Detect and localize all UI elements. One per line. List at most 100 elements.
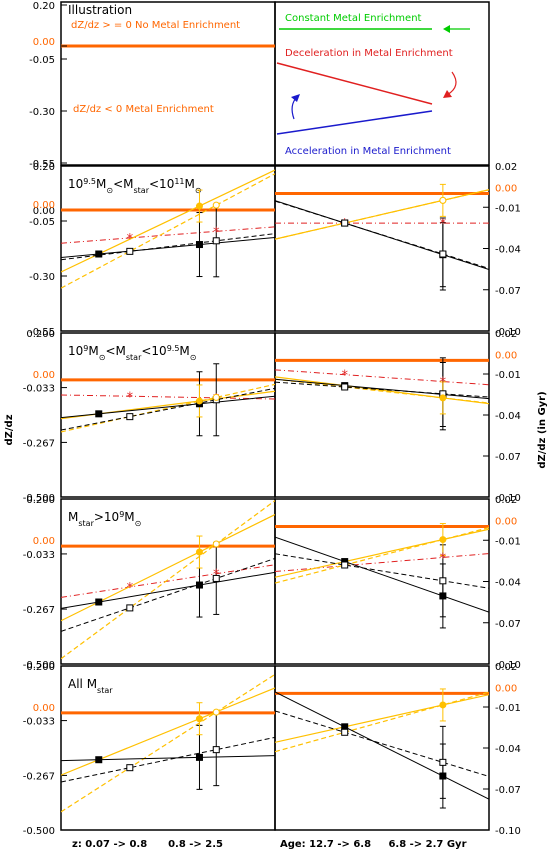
gold-open-point [212, 393, 220, 401]
y-tick-label: 0.02 [495, 329, 517, 340]
y-tick-label: -0.01 [495, 203, 521, 214]
y-tick-label: -0.033 [23, 550, 55, 561]
right-frame [274, 498, 490, 665]
y-tick-label: -0.04 [495, 578, 521, 589]
black-fit-dashed-line [275, 381, 489, 398]
red-fit-line [275, 369, 489, 386]
black-fit-dashed-line [275, 710, 489, 777]
zero-label-right: 0.00 [495, 517, 517, 528]
filled-square-point [95, 756, 103, 764]
gold-fit-dashed-line [275, 189, 489, 240]
illustration-note-negative: dZ/dz < 0 Metal Enrichment [73, 104, 214, 115]
y-tick-label: -0.267 [23, 771, 55, 782]
open-square-point [439, 577, 447, 585]
y-tick-label: -0.01 [495, 703, 521, 714]
gold-fit-line [275, 376, 489, 405]
plot-area [61, 673, 275, 813]
y-tick-label: -0.04 [495, 411, 521, 422]
filled-square-point [95, 598, 103, 606]
filled-square-point [195, 753, 203, 761]
illustration-panel: Illustration dZ/dz > = 0 No Metal Enrich… [33, 1, 490, 166]
right-frame [274, 165, 490, 332]
y-tick-label: 0.02 [495, 495, 517, 506]
open-square-point [212, 574, 220, 582]
illustration-acceleration-arrowhead [291, 94, 300, 102]
panel-title: Mstar>109M⊙ [68, 510, 141, 528]
gold-open-point [212, 540, 220, 548]
gold-circle-point [195, 397, 203, 405]
gold-circle-point [195, 548, 203, 556]
y-tick-label: 0.02 [495, 162, 517, 173]
plot-area: ** [275, 183, 489, 291]
zero-label-left: 0.00 [33, 200, 55, 211]
y-tick-label: -0.55 [29, 327, 55, 338]
black-fit-line [61, 571, 275, 609]
open-square-point [341, 383, 349, 391]
y-tick-label: -0.267 [23, 605, 55, 616]
illustration-constant-arrowhead [443, 25, 450, 33]
black-fit-line [61, 755, 275, 762]
illustration-y-ticks: 0.20 -0.05 -0.30 -0.55 [29, 1, 67, 170]
open-square-point [439, 250, 447, 258]
zero-label-right: 0.00 [495, 350, 517, 361]
open-square-point [439, 758, 447, 766]
open-square-point [126, 247, 134, 255]
red-star-point: * [127, 390, 134, 405]
black-fit-line [275, 691, 489, 800]
y-tick-label: -0.10 [495, 327, 521, 338]
bottom-right-caption: Age: 12.7 -> 6.8 6.8 -> 2.7 Gyr [280, 839, 467, 850]
black-fit-dashed-line [275, 200, 489, 270]
red-fit-line [61, 394, 275, 400]
filled-square-point [195, 241, 203, 249]
gold-fit-dashed-line [275, 527, 489, 584]
zero-label-left: 0.00 [33, 370, 55, 381]
gold-fit-line [61, 514, 275, 622]
illustration-acceleration-line [276, 110, 433, 135]
y-tick-label: -0.30 [29, 107, 55, 118]
gold-fit-dashed-line [61, 173, 275, 289]
y-tick-label: 0.200 [26, 662, 55, 673]
filled-square-point [439, 592, 447, 600]
gold-open-point [212, 708, 220, 716]
data-panels: 0.200.00-0.05-0.30-0.550.02-0.01-0.04-0.… [23, 162, 521, 837]
y-tick-label: -0.033 [23, 384, 55, 395]
y-tick-label: -0.07 [495, 785, 521, 796]
red-star-point: * [127, 581, 134, 596]
red-fit-line [61, 226, 275, 244]
y-tick-label: -0.033 [23, 717, 55, 728]
panel-title: 109.5M⊙<Mstar<1011M⊙ [68, 177, 202, 195]
zero-label-left: 0.00 [33, 536, 55, 547]
gold-open-point [439, 196, 447, 204]
gold-fit-dashed-line [61, 383, 275, 433]
filled-square-point [341, 723, 349, 731]
red-fit-line [61, 564, 275, 598]
y-tick-label: -0.04 [495, 744, 521, 755]
gold-circle-point [439, 701, 447, 709]
filled-square-point [95, 410, 103, 418]
open-square-point [212, 746, 220, 754]
illustration-constant-label: Constant Metal Enrichment [285, 13, 422, 24]
y-tick-label: 0.20 [33, 1, 55, 12]
red-star-point: * [127, 232, 134, 247]
y-tick-label: -0.07 [495, 619, 521, 630]
y-tick-label: -0.05 [29, 55, 55, 66]
y-tick-label: -0.07 [495, 452, 521, 463]
black-fit-line [275, 378, 489, 400]
right-frame [274, 665, 490, 831]
red-star-point: * [213, 225, 220, 240]
zero-label-right: 0.00 [495, 184, 517, 195]
y-tick-label: 0.200 [26, 495, 55, 506]
plot-area [275, 688, 489, 809]
open-square-point [212, 237, 220, 245]
red-star-point: * [440, 376, 447, 391]
plot-area: ** [275, 523, 489, 629]
illustration-deceleration-line [276, 62, 433, 105]
gold-circle-point [195, 202, 203, 210]
filled-square-point [95, 250, 103, 258]
gold-circle-point [195, 715, 203, 723]
illustration-acceleration-label: Acceleration in Metal Enrichment [285, 146, 451, 157]
gold-fit-line [61, 687, 275, 776]
y-tick-label: 0.02 [495, 662, 517, 673]
black-fit-line [61, 395, 275, 419]
